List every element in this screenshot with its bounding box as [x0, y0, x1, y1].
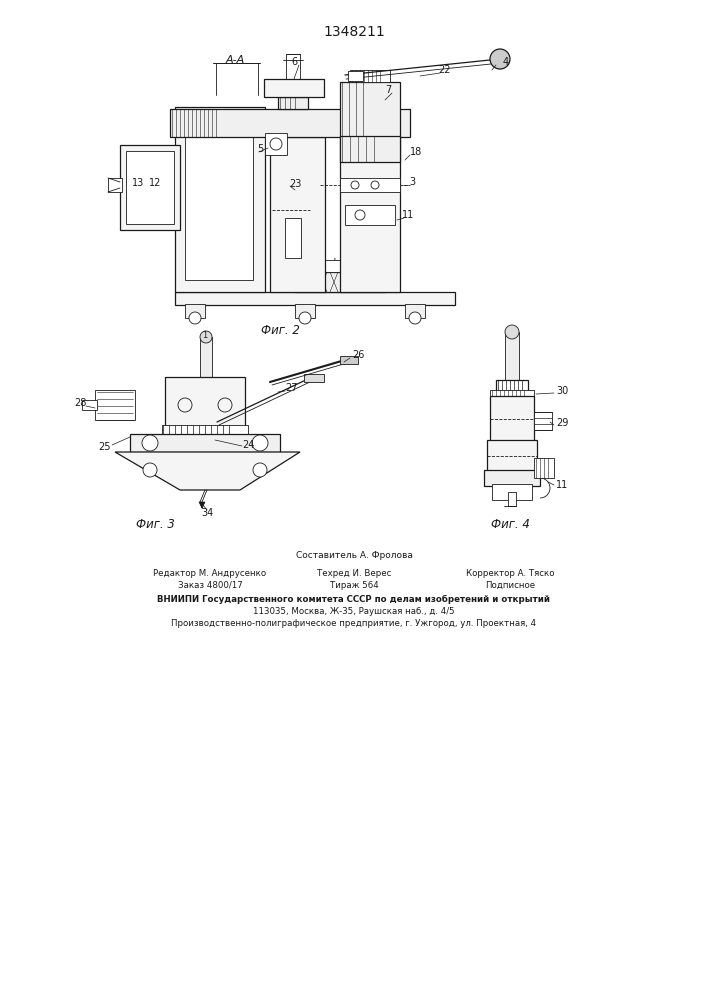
Polygon shape — [199, 502, 205, 508]
Bar — [162, 425, 248, 437]
Text: 11: 11 — [556, 480, 568, 490]
Text: 34: 34 — [201, 508, 213, 518]
Bar — [295, 272, 385, 292]
Bar — [185, 304, 205, 318]
Text: 113035, Москва, Ж-35, Раушская наб., д. 4/5: 113035, Москва, Ж-35, Раушская наб., д. … — [253, 606, 455, 615]
Bar — [175, 292, 455, 305]
Bar — [340, 137, 400, 292]
Bar — [340, 356, 358, 364]
Bar — [534, 458, 554, 478]
Text: Заказ 4800/17: Заказ 4800/17 — [177, 580, 243, 589]
Bar — [350, 70, 390, 82]
Bar — [304, 374, 324, 382]
Bar — [285, 218, 301, 258]
Text: 27: 27 — [286, 383, 298, 393]
Bar — [490, 390, 534, 398]
Text: 24: 24 — [242, 440, 255, 450]
Bar — [295, 304, 315, 318]
Bar — [340, 136, 400, 162]
Text: ВНИИПИ Государственного комитета СССР по делам изобретений и открытий: ВНИИПИ Государственного комитета СССР по… — [158, 594, 551, 604]
Circle shape — [299, 312, 311, 324]
Bar — [108, 178, 122, 192]
Text: 13: 13 — [132, 178, 144, 188]
Bar — [170, 109, 410, 137]
Bar — [348, 71, 363, 81]
Bar — [345, 205, 395, 225]
Circle shape — [252, 435, 268, 451]
Text: 28: 28 — [74, 398, 86, 408]
Text: Фиг. 3: Фиг. 3 — [136, 518, 175, 532]
Circle shape — [253, 463, 267, 477]
Text: 26: 26 — [352, 350, 364, 360]
Text: А-А: А-А — [226, 55, 245, 65]
Bar — [126, 151, 174, 224]
Text: Фиг. 2: Фиг. 2 — [261, 324, 300, 336]
Bar — [200, 337, 212, 382]
Bar — [305, 260, 375, 272]
Text: 23: 23 — [289, 179, 301, 189]
Text: 4: 4 — [503, 57, 509, 67]
Polygon shape — [115, 452, 300, 490]
Bar — [484, 470, 540, 486]
Bar — [487, 440, 537, 472]
Text: 6: 6 — [291, 57, 297, 67]
Bar — [270, 137, 325, 292]
Text: Фиг. 4: Фиг. 4 — [491, 518, 530, 532]
Text: 25: 25 — [99, 442, 111, 452]
Bar — [508, 492, 516, 506]
Bar — [165, 377, 245, 432]
Circle shape — [189, 312, 201, 324]
Circle shape — [142, 435, 158, 451]
Text: 30: 30 — [556, 386, 568, 396]
Circle shape — [505, 325, 519, 339]
Text: 1348211: 1348211 — [323, 25, 385, 39]
Bar — [265, 133, 287, 155]
Bar — [130, 434, 280, 452]
Bar — [490, 396, 534, 442]
Text: Редактор М. Андрусенко: Редактор М. Андрусенко — [153, 568, 267, 578]
Text: 1: 1 — [202, 330, 208, 340]
Text: Корректор А. Тяско: Корректор А. Тяско — [466, 568, 554, 578]
Circle shape — [409, 312, 421, 324]
Text: 18: 18 — [410, 147, 422, 157]
Bar — [405, 304, 425, 318]
Text: Техред И. Верес: Техред И. Верес — [317, 568, 391, 578]
Bar — [120, 145, 180, 230]
Text: 22: 22 — [439, 65, 451, 75]
Bar — [264, 79, 324, 97]
Bar — [505, 332, 519, 382]
Circle shape — [490, 49, 510, 69]
Text: 5: 5 — [257, 144, 263, 154]
Text: 7: 7 — [385, 85, 391, 95]
Bar — [95, 390, 135, 420]
Text: Тираж 564: Тираж 564 — [329, 580, 378, 589]
Bar — [82, 400, 97, 410]
Text: 29: 29 — [556, 418, 568, 428]
Text: 11: 11 — [402, 210, 414, 220]
Bar — [492, 484, 532, 500]
Circle shape — [200, 331, 212, 343]
Bar — [340, 82, 400, 137]
Bar — [286, 54, 300, 109]
Bar — [185, 120, 253, 280]
Bar — [278, 97, 308, 109]
Bar — [340, 178, 400, 192]
Bar — [175, 107, 265, 292]
Circle shape — [143, 463, 157, 477]
Text: Составитель А. Фролова: Составитель А. Фролова — [296, 550, 412, 560]
Bar — [496, 380, 528, 392]
Text: Подписное: Подписное — [485, 580, 535, 589]
Text: 3: 3 — [409, 177, 415, 187]
Bar — [534, 412, 552, 430]
Text: 12: 12 — [148, 178, 161, 188]
Text: Производственно-полиграфическое предприятие, г. Ужгород, ул. Проектная, 4: Производственно-полиграфическое предприя… — [171, 618, 537, 628]
